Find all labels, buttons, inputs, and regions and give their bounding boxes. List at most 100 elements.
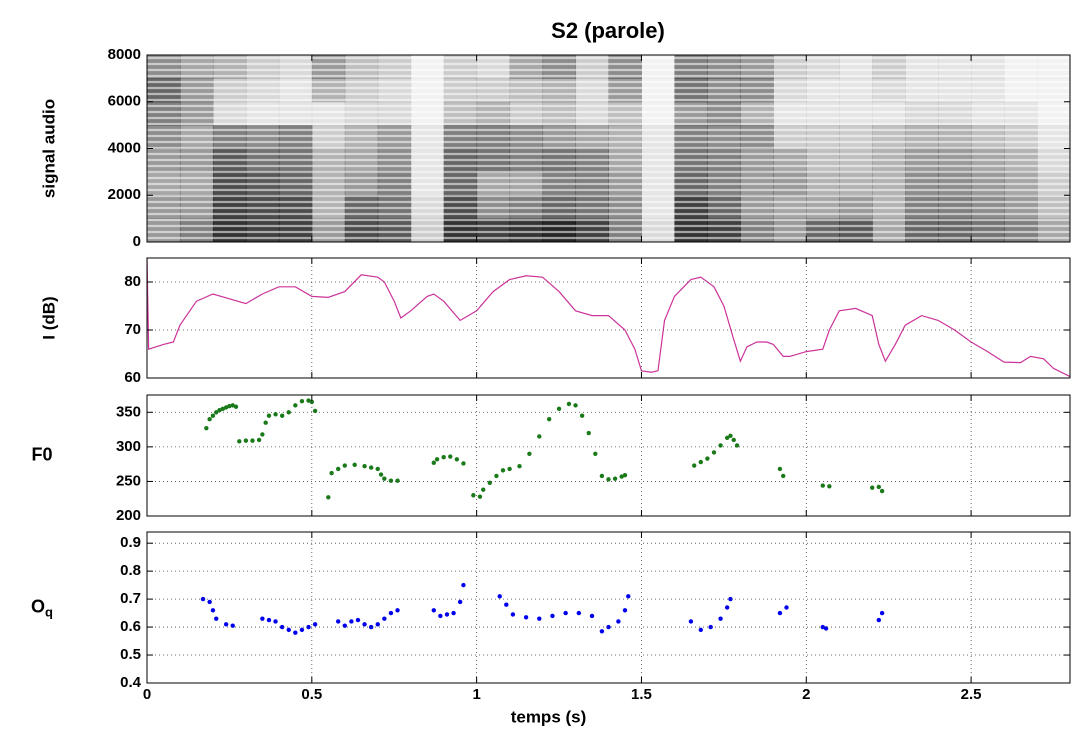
spectrogram-cell — [575, 218, 609, 242]
y-axis-label-main: O — [31, 596, 45, 616]
point — [286, 627, 291, 633]
point — [382, 616, 387, 621]
point — [448, 454, 453, 459]
spectrogram-cell — [476, 55, 511, 79]
spectrogram-cell — [971, 78, 1005, 103]
y-tick-label: 60 — [124, 369, 141, 386]
point — [879, 488, 885, 494]
point — [207, 417, 212, 422]
point — [260, 616, 265, 621]
point — [223, 622, 229, 627]
point — [431, 460, 436, 465]
point — [728, 596, 733, 602]
spectrogram-cell — [608, 55, 642, 79]
spectrogram-cell — [377, 78, 412, 103]
spectrogram-cell — [773, 78, 807, 103]
point — [622, 473, 628, 478]
point — [510, 612, 516, 617]
spectrogram-cell — [773, 101, 807, 126]
y-tick-label: 70 — [124, 321, 141, 338]
point — [210, 413, 216, 418]
spectrogram-cell — [806, 55, 840, 79]
spectrogram-cell — [872, 218, 906, 242]
point — [227, 403, 232, 409]
spectrogram-cell — [377, 55, 412, 79]
point — [593, 451, 598, 456]
point — [457, 599, 463, 605]
point — [451, 610, 456, 616]
spectrogram-cell — [311, 55, 346, 79]
point — [204, 425, 209, 431]
x-tick-label: 2.5 — [961, 686, 982, 703]
point — [820, 483, 825, 488]
spectrogram-cell — [278, 78, 313, 103]
point — [326, 495, 331, 500]
spectrogram-cell — [509, 218, 544, 242]
spectrogram-cell — [179, 78, 214, 103]
point — [312, 622, 318, 627]
point — [537, 434, 542, 439]
spectrogram-cell — [344, 78, 379, 103]
spectrogram-cell — [806, 218, 840, 242]
spectrogram-cell — [410, 78, 445, 103]
point — [293, 403, 298, 408]
spectrogram-cell — [410, 218, 445, 242]
point — [266, 617, 272, 623]
point — [362, 622, 367, 627]
spectrogram-cell — [707, 55, 741, 79]
point — [352, 462, 357, 468]
spectrogram-cell — [938, 78, 972, 103]
point — [237, 439, 242, 444]
spectrogram-cell — [278, 101, 313, 126]
spectrogram-cell — [245, 55, 280, 79]
point — [309, 399, 315, 405]
point — [550, 613, 555, 619]
spectrogram-cell — [344, 218, 379, 242]
spectrogram-cell — [971, 218, 1005, 242]
point — [626, 594, 631, 599]
point — [438, 613, 443, 619]
spectrogram-cell — [410, 101, 445, 126]
y-tick-label: 0.7 — [120, 590, 141, 607]
spectrogram-cell — [905, 55, 939, 79]
spectrogram-cell — [740, 101, 774, 126]
spectrogram-cell — [839, 55, 873, 79]
spectrogram-cell — [179, 101, 214, 126]
point — [375, 466, 380, 472]
spectrogram-cell — [641, 55, 675, 79]
spectrogram-cell — [443, 78, 478, 103]
plot-area — [147, 55, 1070, 242]
spectrogram-cell — [905, 101, 939, 126]
spectrogram-cell — [740, 55, 774, 79]
spectrogram-cell — [839, 218, 873, 242]
plot-area — [147, 258, 1070, 378]
point — [454, 457, 460, 462]
spectrogram-cell — [212, 101, 247, 126]
spectrogram-cell — [509, 78, 544, 103]
point — [329, 470, 334, 476]
point — [500, 468, 506, 473]
spectrogram-cell — [740, 218, 774, 242]
point — [375, 622, 380, 627]
point — [724, 435, 730, 441]
point — [537, 616, 542, 621]
spectrogram-cell — [938, 101, 972, 126]
spectrogram-cell — [608, 101, 642, 126]
point — [566, 401, 572, 407]
y-tick-label: 8000 — [108, 46, 141, 63]
spectrogram-cell — [905, 218, 939, 242]
point — [434, 457, 440, 462]
spectrogram-cell — [641, 101, 675, 126]
point — [599, 473, 605, 479]
point — [388, 478, 394, 483]
point — [279, 624, 285, 630]
spectrogram-cell — [1004, 55, 1038, 79]
point — [718, 616, 723, 621]
point — [589, 613, 595, 619]
spectrogram-cell — [839, 78, 873, 103]
point — [708, 624, 713, 630]
spectrogram-cell — [905, 78, 939, 103]
x-tick-label: 1 — [472, 686, 480, 703]
point — [784, 605, 789, 610]
y-tick-label: 300 — [116, 438, 141, 455]
